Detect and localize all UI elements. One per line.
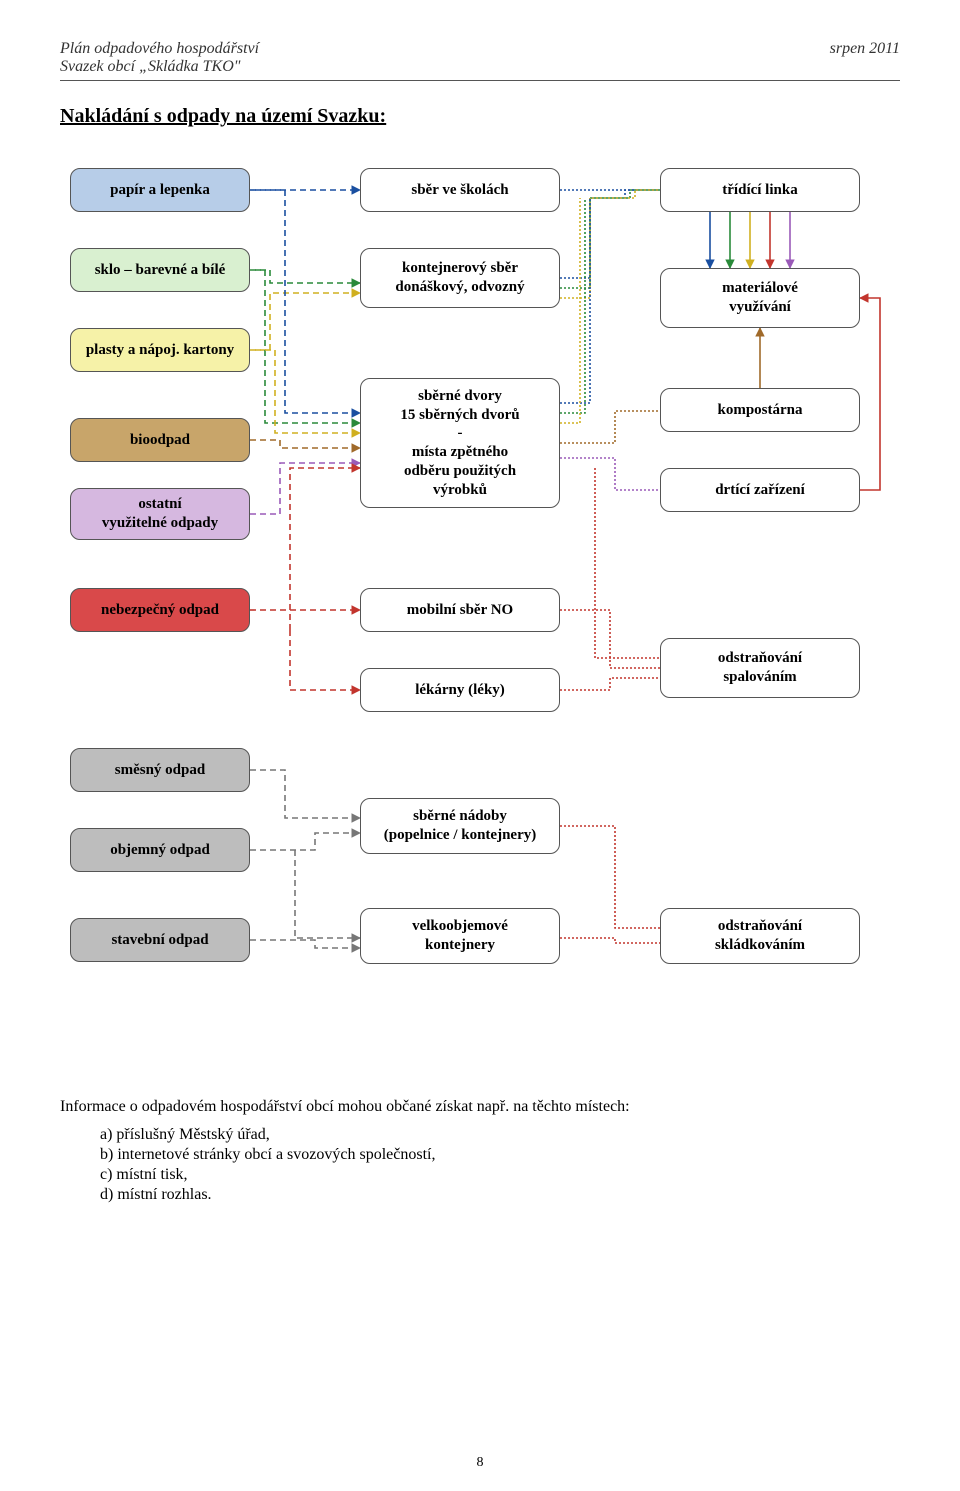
node-n-drtici: drtící zařízení (660, 468, 860, 512)
footer-list-item: a) příslušný Městský úřad, (100, 1126, 900, 1144)
node-n-tridici: třídící linka (660, 168, 860, 212)
footer-list: a) příslušný Městský úřad, b) internetové… (60, 1126, 900, 1204)
node-n-ostatni: ostatnívyužitelné odpady (70, 488, 250, 540)
node-n-mobilni: mobilní sběr NO (360, 588, 560, 632)
header-divider (60, 80, 900, 81)
node-n-objemny: objemný odpad (70, 828, 250, 872)
footer-list-item: c) místní tisk, (100, 1166, 900, 1184)
node-n-plasty: plasty a nápoj. kartony (70, 328, 250, 372)
header-left: Plán odpadového hospodářství Svazek obcí… (60, 40, 259, 76)
section-title: Nakládání s odpady na území Svazku: (60, 105, 900, 128)
footer-list-item: d) místní rozhlas. (100, 1186, 900, 1204)
node-n-kompost: kompostárna (660, 388, 860, 432)
node-n-nadoby: sběrné nádoby(popelnice / kontejnery) (360, 798, 560, 854)
node-n-kontejner: kontejnerový sběrdonáškový, odvozný (360, 248, 560, 308)
header-right: srpen 2011 (830, 40, 900, 76)
node-n-papir: papír a lepenka (70, 168, 250, 212)
node-n-lekarny: lékárny (léky) (360, 668, 560, 712)
node-n-smesny: směsný odpad (70, 748, 250, 792)
node-n-nebezpecny: nebezpečný odpad (70, 588, 250, 632)
page-header: Plán odpadového hospodářství Svazek obcí… (60, 40, 900, 76)
node-n-skolach: sběr ve školách (360, 168, 560, 212)
node-n-stavebni: stavební odpad (70, 918, 250, 962)
node-n-sklo: sklo – barevné a bílé (70, 248, 250, 292)
node-n-velkoobjem: velkoobjemovékontejnery (360, 908, 560, 964)
page-number: 8 (0, 1455, 960, 1471)
header-left-line2: Svazek obcí „Skládka TKO" (60, 58, 259, 76)
footer-intro: Informace o odpadovém hospodářství obcí … (60, 1098, 900, 1116)
flow-diagram: papír a lepenka sběr ve školách třídící li… (70, 168, 890, 1068)
node-n-sberne: sběrné dvory15 sběrných dvorů-místa zpět… (360, 378, 560, 508)
page: Plán odpadového hospodářství Svazek obcí… (0, 0, 960, 1246)
node-n-spalovanim: odstraňováníspalováním (660, 638, 860, 698)
node-n-material: materiálovévyužívání (660, 268, 860, 328)
header-left-line1: Plán odpadového hospodářství (60, 40, 259, 58)
node-n-skladkov: odstraňovánískládkováním (660, 908, 860, 964)
node-n-bioodpad: bioodpad (70, 418, 250, 462)
footer-list-item: b) internetové stránky obcí a svozových … (100, 1146, 900, 1164)
